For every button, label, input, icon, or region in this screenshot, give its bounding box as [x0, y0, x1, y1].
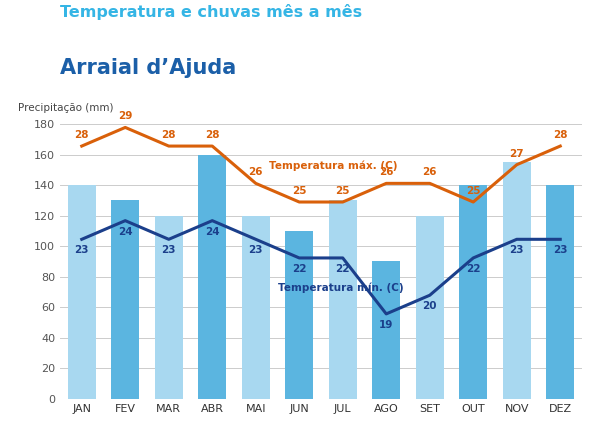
Bar — [416, 216, 444, 399]
Text: 23: 23 — [509, 245, 524, 256]
Bar — [198, 155, 226, 399]
Bar — [503, 162, 531, 399]
Text: 28: 28 — [74, 130, 89, 140]
Text: 22: 22 — [335, 264, 350, 274]
Text: 23: 23 — [161, 245, 176, 256]
Text: 28: 28 — [553, 130, 568, 140]
Bar — [285, 231, 313, 399]
Y-axis label: Precipitação (mm): Precipitação (mm) — [18, 103, 114, 113]
Text: 28: 28 — [205, 130, 220, 140]
Text: 29: 29 — [118, 111, 133, 121]
Text: 19: 19 — [379, 320, 394, 330]
Bar — [111, 200, 139, 399]
Text: 23: 23 — [74, 245, 89, 256]
Text: 25: 25 — [292, 186, 307, 196]
Bar — [242, 216, 270, 399]
Text: 26: 26 — [422, 167, 437, 177]
Bar — [372, 261, 400, 399]
Bar — [329, 200, 357, 399]
Text: 24: 24 — [205, 227, 220, 237]
Bar — [546, 185, 574, 399]
Bar — [459, 185, 487, 399]
Text: 23: 23 — [553, 245, 568, 256]
Text: Temperatura máx. (C): Temperatura máx. (C) — [269, 161, 397, 171]
Text: 25: 25 — [466, 186, 481, 196]
Bar — [68, 185, 96, 399]
Text: Arraial d’Ajuda: Arraial d’Ajuda — [60, 58, 236, 78]
Text: 27: 27 — [509, 148, 524, 159]
Text: 22: 22 — [466, 264, 481, 274]
Text: Temperatura e chuvas mês a mês: Temperatura e chuvas mês a mês — [60, 4, 362, 20]
Text: 25: 25 — [335, 186, 350, 196]
Text: 23: 23 — [248, 245, 263, 256]
Text: 26: 26 — [248, 167, 263, 177]
Text: 28: 28 — [161, 130, 176, 140]
Text: 22: 22 — [292, 264, 307, 274]
Bar — [155, 216, 183, 399]
Text: 26: 26 — [379, 167, 394, 177]
Text: 20: 20 — [422, 301, 437, 311]
Text: 24: 24 — [118, 227, 133, 237]
Text: Temperatura mín. (C): Temperatura mín. (C) — [277, 282, 403, 293]
